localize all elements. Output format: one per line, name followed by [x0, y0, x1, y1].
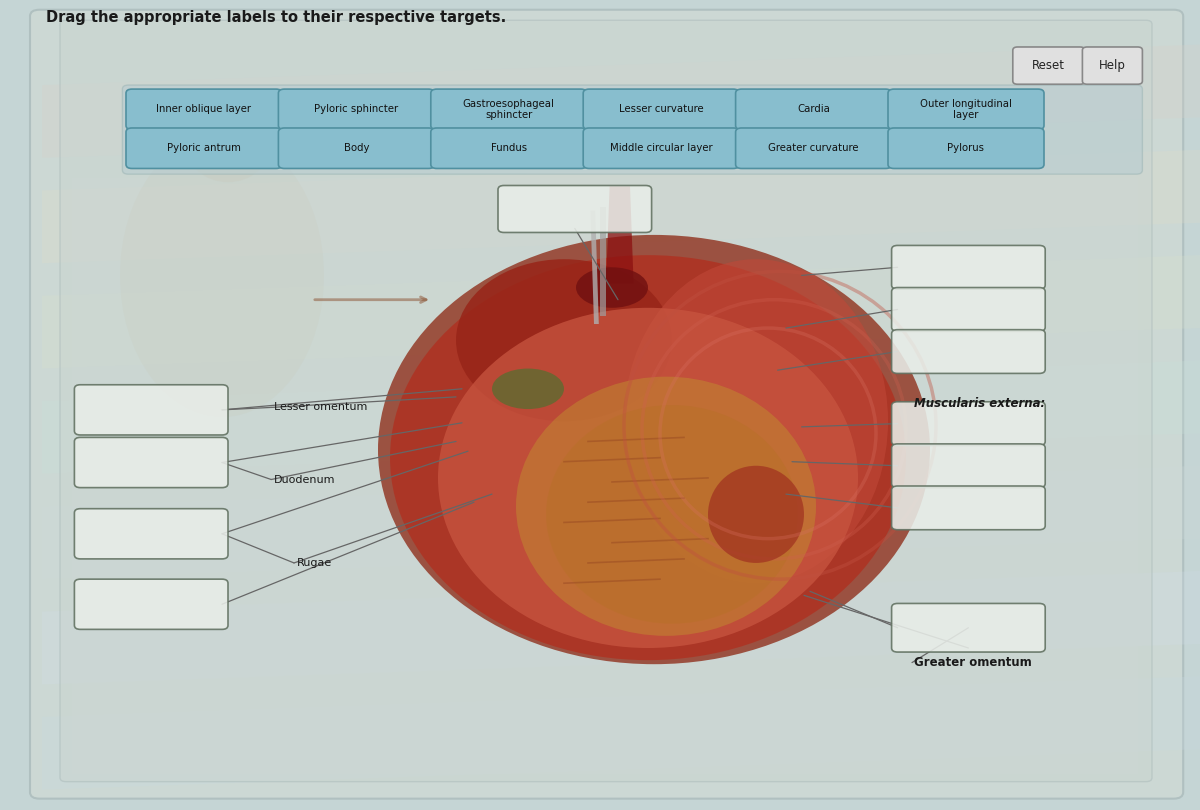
- Text: Reset: Reset: [1032, 59, 1066, 72]
- FancyBboxPatch shape: [74, 509, 228, 559]
- FancyBboxPatch shape: [74, 579, 228, 629]
- FancyBboxPatch shape: [888, 89, 1044, 130]
- Text: Fundus: Fundus: [491, 143, 527, 153]
- Text: Lesser omentum: Lesser omentum: [274, 403, 367, 412]
- Text: Lesser curvature: Lesser curvature: [619, 104, 703, 114]
- Text: Pyloric sphincter: Pyloric sphincter: [314, 104, 398, 114]
- FancyBboxPatch shape: [892, 603, 1045, 652]
- Ellipse shape: [438, 308, 858, 648]
- FancyBboxPatch shape: [126, 128, 282, 168]
- Polygon shape: [42, 360, 1200, 474]
- FancyBboxPatch shape: [736, 128, 892, 168]
- Text: Cardia: Cardia: [797, 104, 830, 114]
- Polygon shape: [42, 150, 1200, 263]
- Text: Help: Help: [1099, 59, 1126, 72]
- FancyBboxPatch shape: [892, 486, 1045, 530]
- Ellipse shape: [456, 259, 672, 421]
- FancyBboxPatch shape: [736, 89, 892, 130]
- Text: Pylorus: Pylorus: [948, 143, 984, 153]
- Ellipse shape: [390, 255, 906, 660]
- Polygon shape: [590, 211, 599, 324]
- Text: Muscularis externa:: Muscularis externa:: [914, 397, 1045, 410]
- Text: Duodenum: Duodenum: [274, 475, 335, 484]
- FancyBboxPatch shape: [30, 10, 1183, 799]
- Polygon shape: [606, 186, 634, 284]
- FancyBboxPatch shape: [126, 89, 282, 130]
- Polygon shape: [600, 207, 606, 316]
- FancyBboxPatch shape: [892, 330, 1045, 373]
- FancyBboxPatch shape: [74, 385, 228, 435]
- Text: Pyloric antrum: Pyloric antrum: [167, 143, 241, 153]
- Ellipse shape: [624, 259, 888, 583]
- Polygon shape: [42, 466, 1200, 579]
- Text: Greater omentum: Greater omentum: [914, 656, 1032, 669]
- Text: Gastroesophageal
sphincter: Gastroesophageal sphincter: [463, 99, 554, 120]
- FancyBboxPatch shape: [431, 128, 587, 168]
- FancyBboxPatch shape: [431, 89, 587, 130]
- FancyBboxPatch shape: [888, 128, 1044, 168]
- Ellipse shape: [378, 235, 930, 664]
- FancyBboxPatch shape: [892, 245, 1045, 289]
- Text: Inner oblique layer: Inner oblique layer: [156, 104, 252, 114]
- FancyBboxPatch shape: [583, 128, 739, 168]
- Ellipse shape: [516, 377, 816, 636]
- FancyBboxPatch shape: [498, 185, 652, 232]
- FancyBboxPatch shape: [278, 89, 434, 130]
- FancyBboxPatch shape: [60, 20, 1152, 782]
- FancyBboxPatch shape: [892, 288, 1045, 331]
- FancyBboxPatch shape: [72, 178, 1138, 774]
- Polygon shape: [42, 571, 1200, 684]
- Text: Rugae: Rugae: [296, 558, 331, 568]
- Polygon shape: [42, 45, 1200, 158]
- Ellipse shape: [576, 267, 648, 308]
- Text: Drag the appropriate labels to their respective targets.: Drag the appropriate labels to their res…: [46, 10, 506, 25]
- Ellipse shape: [708, 466, 804, 563]
- Ellipse shape: [492, 369, 564, 409]
- Polygon shape: [42, 255, 1200, 369]
- Ellipse shape: [546, 405, 798, 624]
- Polygon shape: [42, 676, 1200, 790]
- Text: Outer longitudinal
layer: Outer longitudinal layer: [920, 99, 1012, 120]
- FancyBboxPatch shape: [1013, 47, 1085, 84]
- Ellipse shape: [186, 109, 270, 182]
- FancyBboxPatch shape: [1082, 47, 1142, 84]
- FancyBboxPatch shape: [122, 85, 1142, 174]
- FancyBboxPatch shape: [892, 444, 1045, 488]
- Text: Body: Body: [343, 143, 370, 153]
- FancyBboxPatch shape: [74, 437, 228, 488]
- FancyBboxPatch shape: [892, 402, 1045, 446]
- FancyBboxPatch shape: [583, 89, 739, 130]
- Text: Middle circular layer: Middle circular layer: [610, 143, 713, 153]
- FancyBboxPatch shape: [278, 128, 434, 168]
- Text: Greater curvature: Greater curvature: [768, 143, 859, 153]
- Ellipse shape: [120, 134, 324, 417]
